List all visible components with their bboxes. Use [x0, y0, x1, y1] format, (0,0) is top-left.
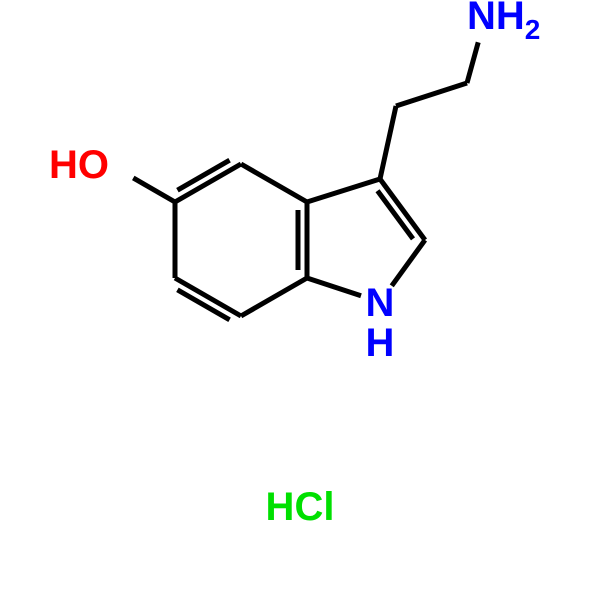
- svg-text:HO: HO: [49, 143, 109, 187]
- svg-text:N: N: [366, 281, 395, 325]
- svg-text:H: H: [366, 321, 395, 365]
- svg-text:HCl: HCl: [266, 485, 335, 529]
- molecule-diagram: HO NH NH2 HCl: [0, 0, 600, 600]
- svg-text:NH2: NH2: [467, 0, 540, 45]
